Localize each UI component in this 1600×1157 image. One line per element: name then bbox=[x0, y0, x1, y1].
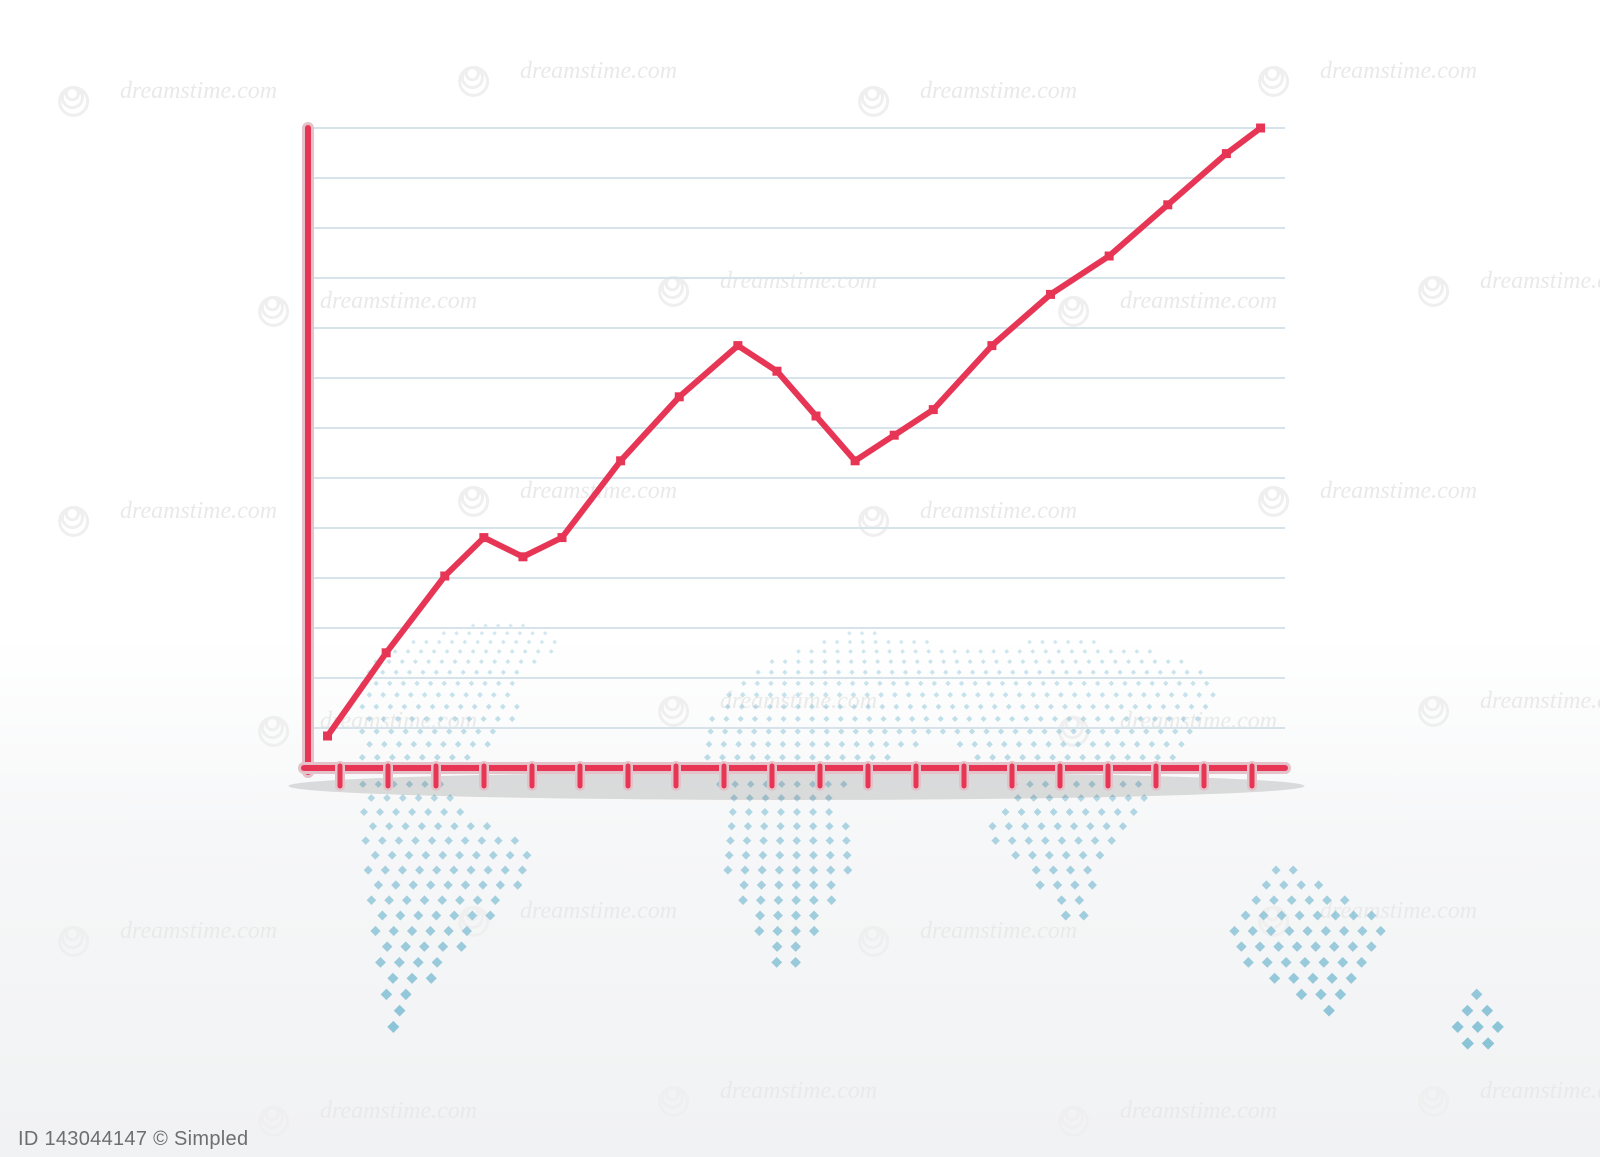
chart-marker bbox=[733, 341, 742, 350]
chart-marker bbox=[616, 456, 625, 465]
growth-chart bbox=[0, 0, 1600, 1157]
chart-marker bbox=[1105, 252, 1114, 261]
chart-line bbox=[328, 128, 1261, 736]
chart-marker bbox=[929, 405, 938, 414]
stage: dreamstime.comdreamstime.comdreamstime.c… bbox=[0, 0, 1600, 1157]
chart-marker bbox=[558, 533, 567, 542]
chart-marker bbox=[1256, 124, 1265, 133]
chart-marker bbox=[812, 412, 821, 421]
chart-marker bbox=[772, 367, 781, 376]
chart-marker bbox=[987, 341, 996, 350]
chart-marker bbox=[323, 732, 332, 741]
chart-marker bbox=[890, 431, 899, 440]
chart-marker bbox=[1222, 149, 1231, 158]
chart-marker bbox=[675, 392, 684, 401]
chart-marker bbox=[851, 456, 860, 465]
chart-marker bbox=[382, 648, 391, 657]
chart-marker bbox=[1163, 200, 1172, 209]
chart-marker bbox=[518, 552, 527, 561]
chart-marker bbox=[1046, 290, 1055, 299]
chart-marker bbox=[440, 572, 449, 581]
image-id-label: ID 143044147 © Simpled bbox=[18, 1128, 248, 1151]
chart-marker bbox=[479, 533, 488, 542]
